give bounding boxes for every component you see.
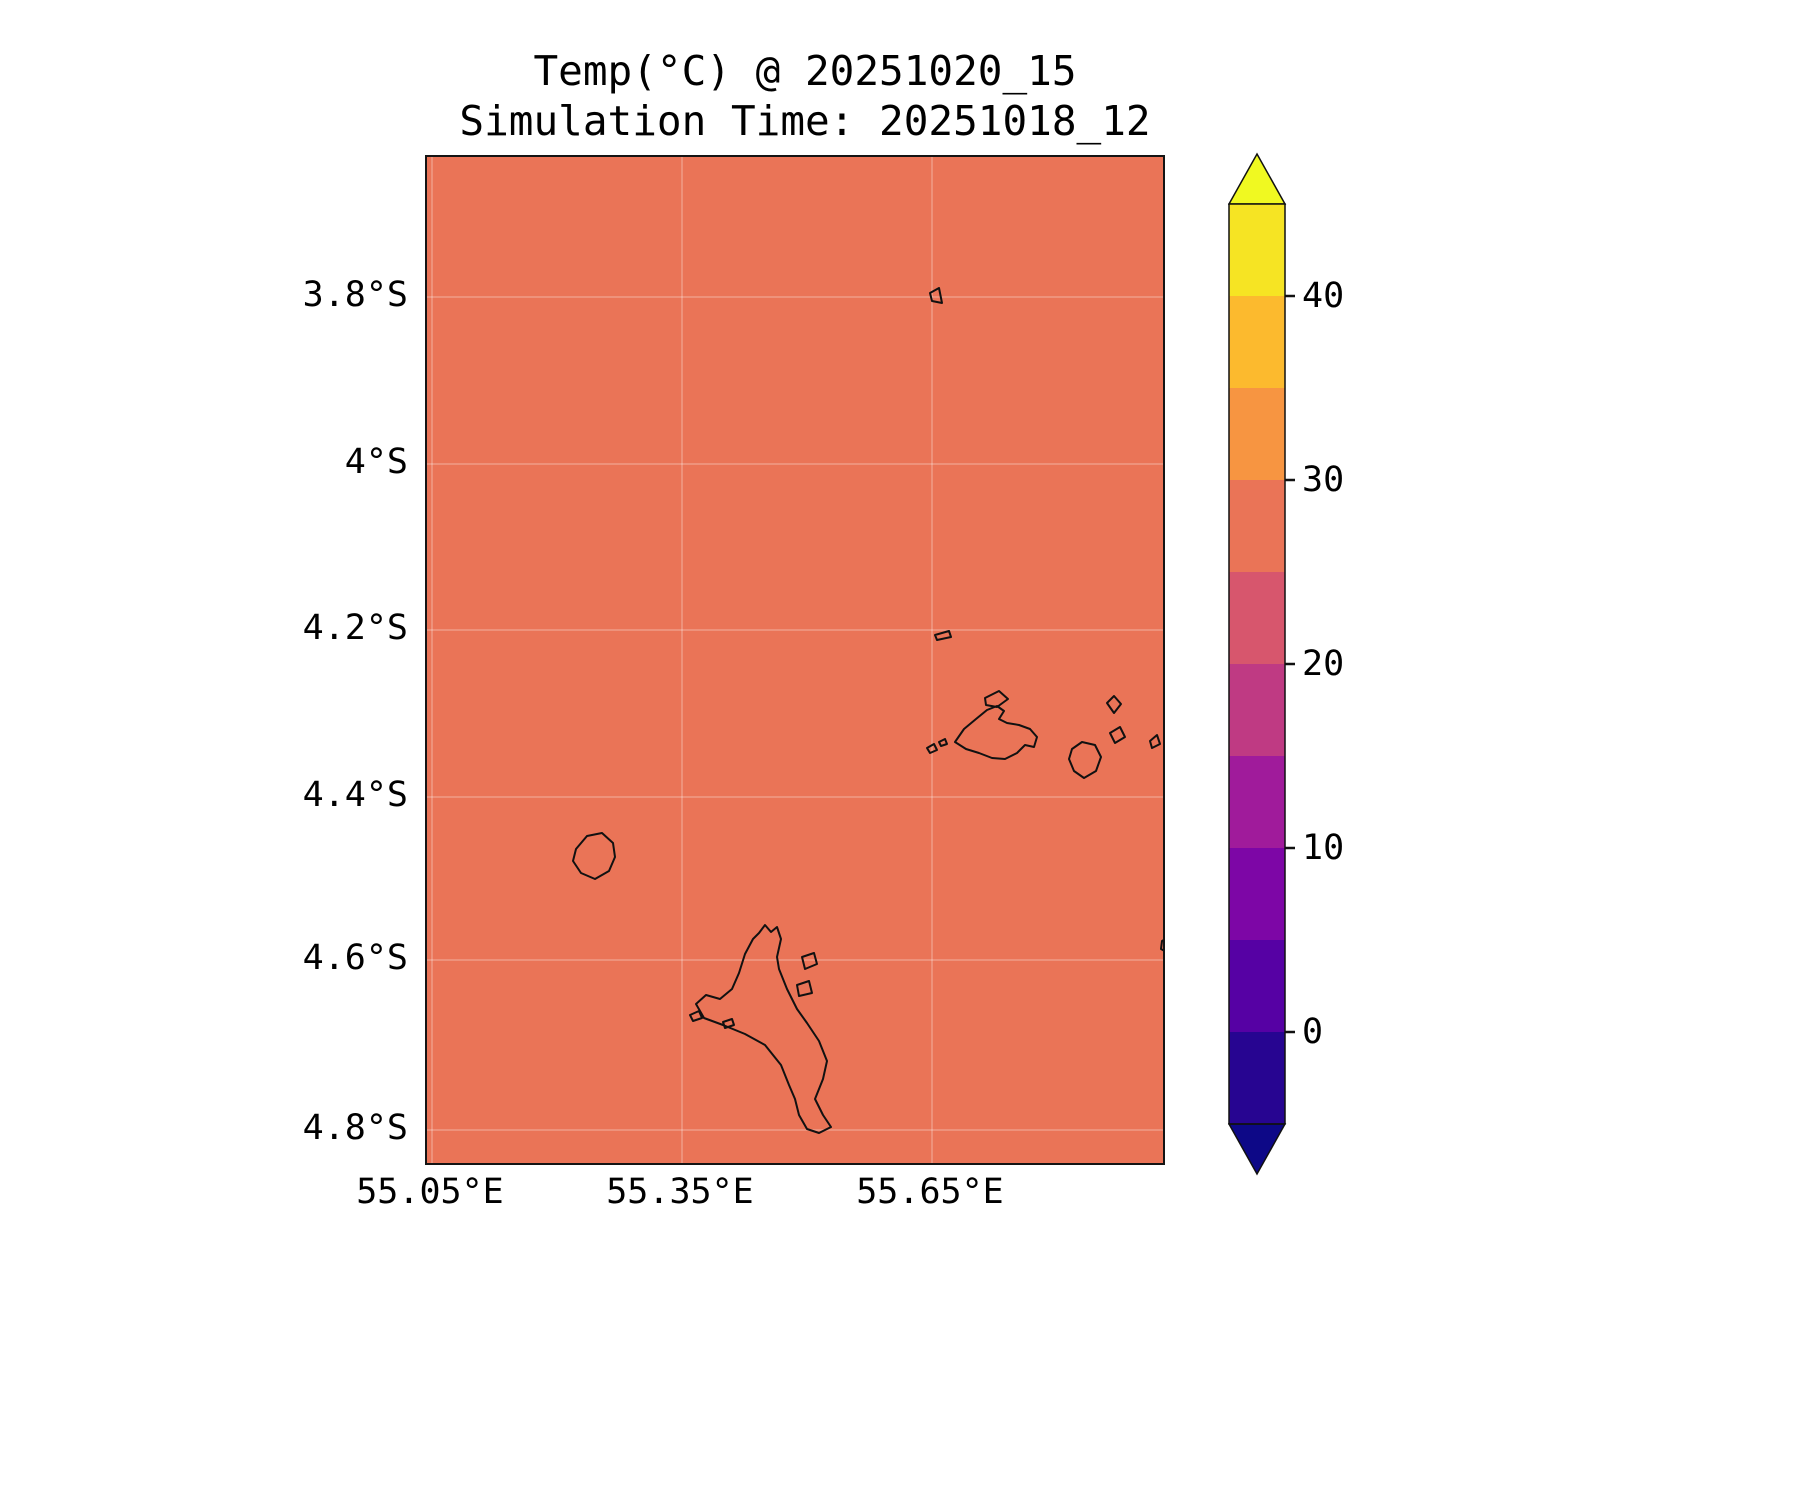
coastline-praslin [954,705,1038,760]
plot-title: Temp(°C) @ 20251020_15 [533,47,1077,95]
coastline-curieuse [984,690,1009,708]
coastline-islet-5 [722,1018,735,1029]
coastline-silhouette [572,832,616,880]
gridline-horizontal [427,1129,1163,1131]
colorbar-tick-marks [1285,294,1295,1034]
coastline-islet-north [929,287,943,304]
colorbar-tick-label-2: 20 [1302,644,1345,684]
colorbar-band-4 [1229,572,1285,664]
coastline-islet-3 [1149,734,1161,749]
y-tick-label-1: 4°S [344,442,408,482]
map-plot [425,155,1165,1165]
gridline-horizontal [427,463,1163,465]
coastline-ste-anne-2 [796,980,813,997]
colorbar-band-3 [1229,480,1285,572]
gridline-horizontal [427,629,1163,631]
title-block: Temp(°C) @ 20251020_15 Simulation Time: … [425,46,1185,146]
coastline-mahe [695,924,832,1134]
y-tick-label-3: 4.4°S [302,775,408,815]
colorbar-tick-label-1: 30 [1302,460,1345,500]
y-tick-label-5: 4.8°S [302,1108,408,1148]
colorbar-tick-label-3: 10 [1302,828,1345,868]
coastline-aride [934,630,952,641]
coastlines-layer [572,287,1163,1134]
colorbar-tick-label-0: 40 [1302,276,1345,316]
gridline-horizontal [427,959,1163,961]
colorbar-band-2 [1229,388,1285,480]
coastline-fregate [1160,939,1163,952]
gridline-horizontal [427,796,1163,798]
coastline-ste-anne-1 [801,952,818,970]
y-tick-label-0: 3.8°S [302,275,408,315]
colorbar-band-8 [1229,940,1285,1032]
y-tick-label-4: 4.6°S [302,938,408,978]
colorbar-bands [1229,204,1285,1124]
gridline-vertical [431,157,433,1163]
coastline-islet-1 [926,743,938,754]
gridline-vertical [681,157,683,1163]
colorbar-band-5 [1229,664,1285,756]
coastline-islet-2 [938,738,948,747]
x-tick-label-1: 55.35°E [606,1172,754,1212]
colorbar-band-1 [1229,296,1285,388]
colorbar-band-6 [1229,756,1285,848]
y-tick-label-2: 4.2°S [302,608,408,648]
gridline-vertical [931,157,933,1163]
colorbar-band-9 [1229,1032,1285,1124]
coastline-marianne [1109,726,1126,744]
gridline-horizontal [427,296,1163,298]
x-tick-label-0: 55.05°E [356,1172,504,1212]
colorbar-band-7 [1229,848,1285,940]
coastline-la-digue [1068,741,1102,779]
colorbar-band-0 [1229,204,1285,296]
coastline-felicite [1106,695,1122,714]
colorbar-tick-label-4: 0 [1302,1012,1324,1052]
colorbar-under-triangle [1228,1123,1287,1176]
coastline-islet-4 [689,1010,703,1022]
plot-subtitle: Simulation Time: 20251018_12 [459,97,1151,145]
x-tick-label-2: 55.65°E [856,1172,1004,1212]
colorbar-over-triangle [1228,152,1287,205]
colorbar [1228,152,1295,1176]
